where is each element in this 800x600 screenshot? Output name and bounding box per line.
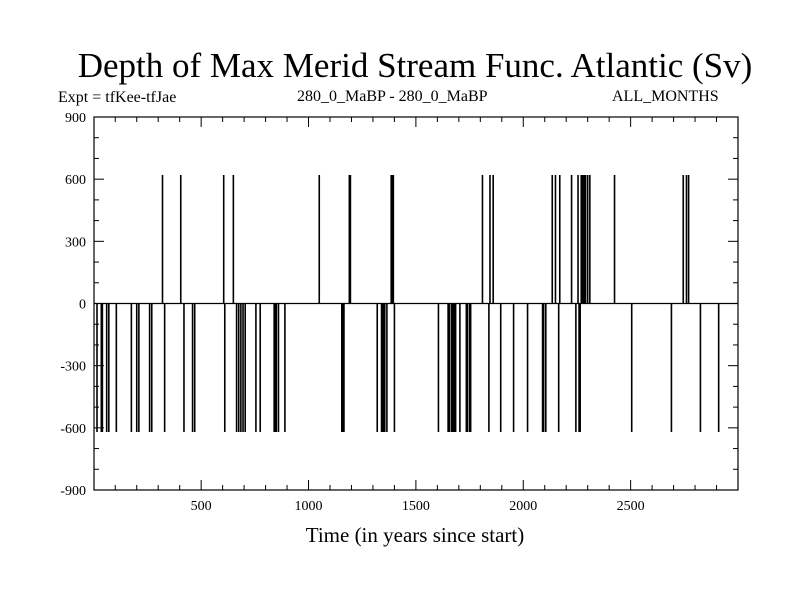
y-tick-label: 900 <box>65 111 86 126</box>
y-tick-label: 300 <box>65 235 86 250</box>
axis-ticks: -900 -600 -300 0 300 600 900 500 1000 1500 2000 250… <box>60 111 738 514</box>
x-tick-label: 1000 <box>295 499 323 514</box>
bar-series <box>96 175 720 432</box>
y-tick-label: -900 <box>60 484 86 499</box>
y-tick-label: -600 <box>60 422 86 437</box>
x-tick-label: 2500 <box>617 499 645 514</box>
x-tick-label: 1500 <box>402 499 430 514</box>
chart-title: Depth of Max Merid Stream Func. Atlantic… <box>77 46 753 85</box>
y-tick-label: 600 <box>65 173 86 188</box>
experiment-label: Expt = tfKee-tfJae <box>58 89 177 106</box>
y-tick-label: -300 <box>60 360 86 375</box>
x-axis-label: Time (in years since start) <box>305 523 525 547</box>
months-label: ALL_MONTHS <box>612 88 719 105</box>
plot-frame <box>93 116 739 491</box>
y-tick-label: 0 <box>79 298 86 313</box>
period-label: 280_0_MaBP - 280_0_MaBP <box>297 88 488 105</box>
x-tick-label: 500 <box>191 499 212 514</box>
x-tick-label: 2000 <box>509 499 537 514</box>
